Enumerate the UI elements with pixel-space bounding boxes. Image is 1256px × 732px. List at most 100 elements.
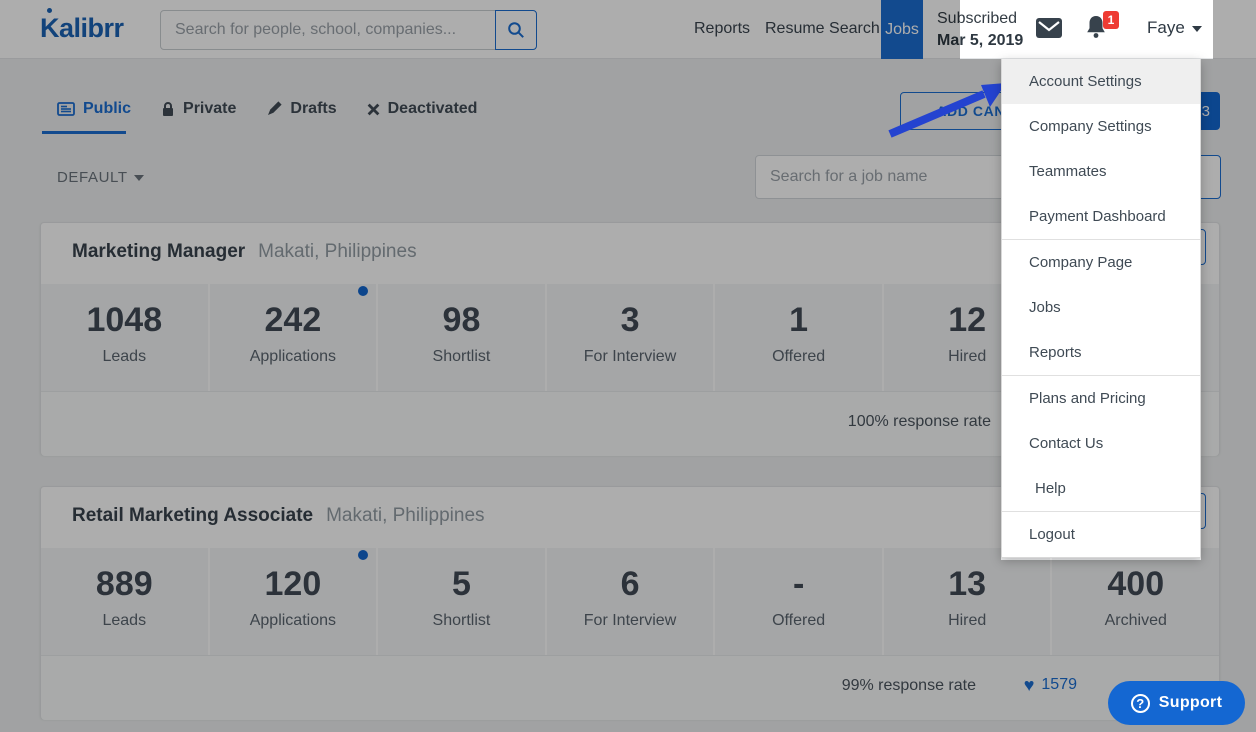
tab-deactivated-label: Deactivated xyxy=(387,100,478,117)
stat-applications[interactable]: 242 Applications xyxy=(207,284,377,391)
tab-deactivated[interactable]: Deactivated xyxy=(367,100,478,118)
stat-applications[interactable]: 120 Applications xyxy=(207,548,377,655)
stat-archived[interactable]: 400 Archived xyxy=(1050,548,1220,655)
stat-label: Shortlist xyxy=(432,612,491,629)
dim-overlay xyxy=(960,59,1001,732)
menu-divider xyxy=(1002,239,1200,240)
tab-private[interactable]: Private xyxy=(161,100,236,118)
stat-offered[interactable]: - Offered xyxy=(713,548,882,655)
subscription-label: Subscribed xyxy=(937,10,1018,27)
stat-label: Leads xyxy=(102,612,147,629)
support-button[interactable]: ? Support xyxy=(1108,681,1245,725)
notification-count-badge: 1 xyxy=(1103,11,1119,29)
sort-filter-label: DEFAULT xyxy=(57,169,128,186)
stat-leads[interactable]: 889 Leads xyxy=(41,548,208,655)
stat-for-interview[interactable]: 3 For Interview xyxy=(544,284,714,391)
stat-label: Leads xyxy=(102,348,147,365)
logo-accent-dot xyxy=(47,8,52,13)
lock-icon xyxy=(163,102,174,116)
kalibrr-logo[interactable]: Kalibrr xyxy=(40,13,124,43)
bell-icon xyxy=(1087,16,1105,38)
menu-item-plans-and-pricing[interactable]: Plans and Pricing xyxy=(1029,390,1146,407)
post-job-count: 3 xyxy=(1201,102,1210,120)
stat-shortlist[interactable]: 98 Shortlist xyxy=(376,284,545,391)
job-location: Makati, Philippines xyxy=(326,505,485,526)
subscription-status: Subscribed Mar 5, 2019 xyxy=(937,8,1023,52)
newspaper-icon xyxy=(57,102,75,116)
job-title-text: Marketing Manager xyxy=(72,241,246,262)
nav-link-jobs-active[interactable]: Jobs xyxy=(881,0,923,59)
x-icon xyxy=(367,103,379,115)
envelope-icon xyxy=(1036,18,1062,38)
global-search-input[interactable] xyxy=(160,10,496,50)
job-title[interactable]: Marketing Manager Makati, Philippines xyxy=(72,241,417,263)
stat-value: 98 xyxy=(442,301,481,339)
menu-divider xyxy=(1002,511,1200,512)
tab-private-label: Private xyxy=(183,100,237,117)
job-title-text: Retail Marketing Associate xyxy=(72,505,314,526)
menu-item-contact-us[interactable]: Contact Us xyxy=(1029,435,1104,452)
menu-divider xyxy=(1002,375,1200,376)
top-navbar: Kalibrr Reports Resume Search Jobs Subsc… xyxy=(0,0,1256,59)
response-rate: 100% response rate xyxy=(847,413,991,430)
stat-value: 1 xyxy=(789,301,809,339)
pencil-icon xyxy=(268,101,282,115)
menu-item-jobs[interactable]: Jobs xyxy=(1029,299,1061,316)
stat-label: Offered xyxy=(772,348,826,365)
menu-item-payment-dashboard[interactable]: Payment Dashboard xyxy=(1029,208,1166,225)
job-title[interactable]: Retail Marketing Associate Makati, Philip… xyxy=(72,505,485,527)
dim-overlay xyxy=(1213,0,1256,732)
support-label: Support xyxy=(1158,694,1223,711)
nav-link-resume-search[interactable]: Resume Search xyxy=(765,20,880,37)
stat-value: 889 xyxy=(95,565,153,603)
stat-value: 400 xyxy=(1107,565,1165,603)
stat-for-interview[interactable]: 6 For Interview xyxy=(544,548,714,655)
sort-filter-dropdown[interactable]: DEFAULT xyxy=(57,169,144,186)
dim-overlay xyxy=(0,0,960,732)
stat-value: 5 xyxy=(451,565,471,603)
job-likes[interactable]: ♥ 1579 xyxy=(1024,676,1077,694)
menu-item-company-settings[interactable]: Company Settings xyxy=(1029,118,1152,135)
new-applications-dot xyxy=(358,550,369,560)
user-menu-trigger[interactable]: Faye xyxy=(1147,18,1202,38)
job-card-footer: 99% response rate ♥ 1579 xyxy=(41,655,1219,720)
job-card-retail-marketing-associate: Retail Marketing Associate Makati, Philip… xyxy=(40,486,1220,720)
stat-value: 6 xyxy=(620,565,640,603)
heart-icon: ♥ xyxy=(1023,675,1035,695)
stat-label: Applications xyxy=(249,612,336,629)
menu-item-account-settings[interactable]: Account Settings xyxy=(1002,59,1200,104)
global-search-button[interactable] xyxy=(495,10,537,50)
stat-label: Offered xyxy=(772,612,826,629)
menu-item-reports[interactable]: Reports xyxy=(1029,344,1082,361)
chevron-down-icon xyxy=(1191,25,1202,32)
tab-drafts[interactable]: Drafts xyxy=(266,100,337,118)
stat-label: Applications xyxy=(249,348,336,365)
search-icon xyxy=(508,22,524,38)
tab-drafts-label: Drafts xyxy=(290,100,337,117)
stat-value: 12 xyxy=(948,301,987,339)
messages-button[interactable] xyxy=(1036,18,1062,43)
menu-item-logout[interactable]: Logout xyxy=(1029,526,1075,543)
stat-leads[interactable]: 1048 Leads xyxy=(41,284,208,391)
dim-overlay xyxy=(1201,59,1213,732)
tab-public-label: Public xyxy=(83,100,132,117)
menu-item-help[interactable]: Help xyxy=(1035,480,1066,497)
stat-value: 120 xyxy=(264,565,322,603)
tab-public[interactable]: Public xyxy=(57,100,131,118)
notifications-button[interactable] xyxy=(1085,15,1107,46)
stat-offered[interactable]: 1 Offered xyxy=(713,284,882,391)
stat-value: 1048 xyxy=(86,301,163,339)
stat-value: 3 xyxy=(620,301,640,339)
menu-item-teammates[interactable]: Teammates xyxy=(1029,163,1107,180)
subscription-date: Mar 5, 2019 xyxy=(937,32,1024,49)
stat-value: 242 xyxy=(264,301,322,339)
stat-label: Hired xyxy=(948,612,987,629)
likes-count: 1579 xyxy=(1041,676,1077,693)
stat-shortlist[interactable]: 5 Shortlist xyxy=(376,548,545,655)
job-location: Makati, Philippines xyxy=(258,241,417,262)
nav-link-reports[interactable]: Reports xyxy=(694,20,751,37)
user-name-label: Faye xyxy=(1147,18,1185,37)
menu-item-company-page[interactable]: Company Page xyxy=(1029,254,1133,271)
stat-hired[interactable]: 13 Hired xyxy=(881,548,1051,655)
